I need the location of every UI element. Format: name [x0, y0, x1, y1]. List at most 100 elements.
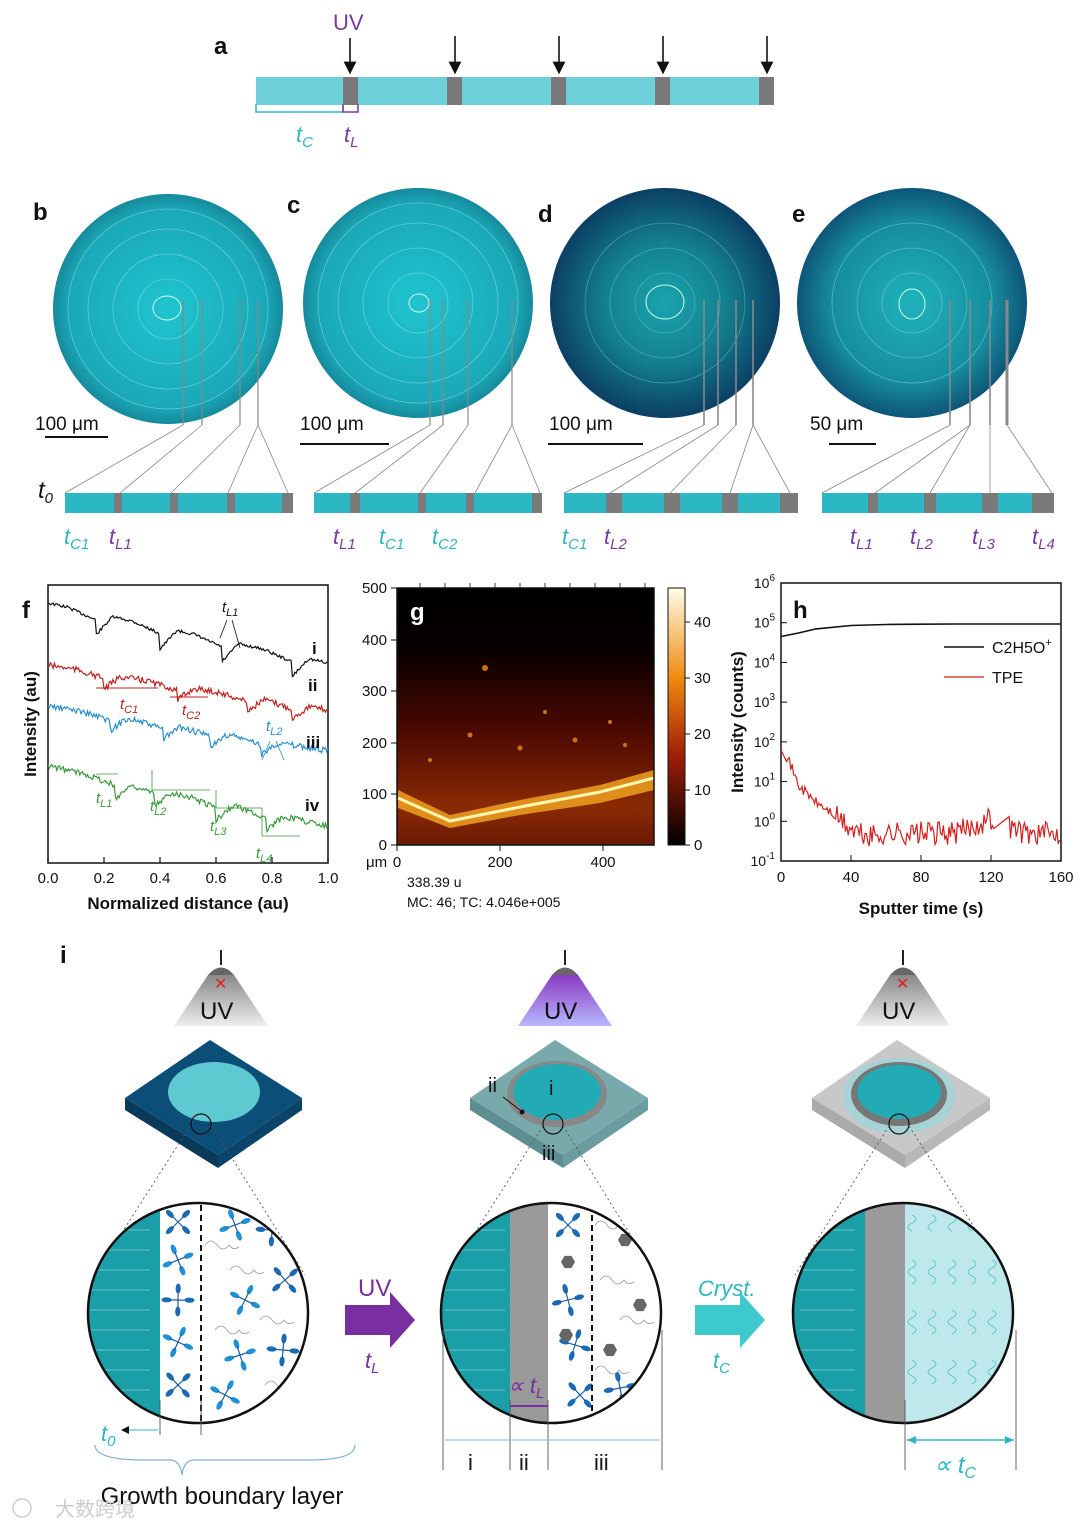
- panel-f: f 0.0 0.2 0.4 0.6 0.8 1.0 Normalized distanc…: [21, 584, 338, 913]
- svg-text:0: 0: [694, 837, 702, 854]
- svg-text:400: 400: [590, 854, 615, 871]
- tc-sub: C: [302, 134, 313, 151]
- svg-text:0: 0: [777, 869, 785, 886]
- g-hotspots: [428, 665, 627, 762]
- f-series-iii: [47, 703, 329, 758]
- scale-bar-d: 100 μm: [549, 414, 613, 435]
- svg-text:t0: t0: [38, 477, 54, 507]
- tl-label: t: [344, 122, 351, 147]
- svg-text:0.6: 0.6: [206, 870, 227, 887]
- f-ann-tl2: tL2: [266, 718, 282, 738]
- f-series-i: [47, 602, 329, 678]
- svg-text:✕: ✕: [214, 976, 227, 993]
- svg-text:iii: iii: [594, 1450, 609, 1475]
- film-1: [125, 1040, 302, 1168]
- svg-text:40: 40: [843, 869, 860, 886]
- panel-h: h 10-1 100 101 102 103 104 105 106 0 40 80 120 160…: [728, 573, 1074, 918]
- h-yticks: 10-1 100 101 102 103 104 105 106: [751, 573, 776, 869]
- f-ylabel: Intensity (au): [21, 671, 40, 777]
- magnified-circle-1: [86, 1201, 310, 1425]
- svg-text:iii: iii: [542, 1143, 555, 1165]
- h-xticks: 0 40 80 120 160: [777, 869, 1074, 886]
- f-series-iv: [47, 763, 329, 833]
- uv-segments: [343, 77, 774, 105]
- g-counts: MC: 46; TC: 4.046e+005: [407, 894, 561, 910]
- panel-label-b: b: [33, 199, 48, 226]
- svg-text:200: 200: [362, 735, 387, 752]
- svg-text:160: 160: [1048, 869, 1073, 886]
- svg-text:UV: UV: [882, 998, 915, 1025]
- f-xlabel: Normalized distance (au): [87, 894, 288, 913]
- g-top-ticks: [419, 583, 646, 588]
- svg-text:0.2: 0.2: [94, 870, 115, 887]
- svg-text:UV: UV: [200, 998, 233, 1025]
- svg-text:tL1: tL1: [96, 790, 112, 810]
- uv-lamp-3: ✕ UV: [856, 950, 950, 1026]
- f-label-iii: iii: [306, 733, 320, 752]
- svg-text:tL4: tL4: [256, 845, 272, 865]
- svg-text:30: 30: [694, 670, 711, 687]
- label-c-tc1: tC1: [379, 524, 404, 553]
- label-e-tl4: tL4: [1032, 524, 1055, 553]
- h-ytick-5: 104: [754, 652, 776, 670]
- svg-text:ii: ii: [488, 1075, 497, 1097]
- g-yticks: 0 100 200 300 400 500: [362, 580, 387, 854]
- uv-arrows: [343, 36, 774, 75]
- svg-text:300: 300: [362, 683, 387, 700]
- g-xunit: μm: [366, 854, 387, 871]
- label-b-tc1: tC1: [64, 524, 89, 553]
- svg-text:✕: ✕: [896, 976, 909, 993]
- label-b-tl1: tL1: [109, 524, 132, 553]
- g-xticks: 0 200 400: [393, 854, 616, 871]
- magnified-circle-2: ∝ tL: [439, 1201, 663, 1425]
- svg-text:10: 10: [694, 782, 711, 799]
- label-e-tl1: tL1: [850, 524, 873, 553]
- h-xlabel: Sputter time (s): [859, 899, 984, 918]
- magnified-circle-3: [791, 1201, 1015, 1425]
- svg-text:UV: UV: [358, 1275, 391, 1302]
- panel-label-f: f: [22, 597, 31, 624]
- label-e-tl2: tL2: [910, 524, 933, 553]
- svg-text:500: 500: [362, 580, 387, 597]
- g-colorbar: [667, 587, 686, 846]
- h-series-c2h5o: [780, 623, 1061, 638]
- label-e-tl3: tL3: [972, 524, 995, 553]
- scale-bar-c: 100 μm: [300, 414, 364, 435]
- t0-sub: 0: [45, 490, 54, 507]
- svg-text:g: g: [410, 599, 425, 626]
- scale-bar-b: 100 μm: [35, 414, 99, 435]
- h-ytick-0: 10-1: [751, 851, 776, 869]
- arrow-uv: UV tL: [345, 1275, 415, 1377]
- label-c-tc2: tC2: [432, 524, 458, 553]
- panel-label-h: h: [793, 597, 808, 624]
- svg-text:tC: tC: [713, 1348, 730, 1377]
- svg-text:0.4: 0.4: [150, 870, 171, 887]
- h-ytick-1: 100: [754, 811, 776, 829]
- svg-text:20: 20: [694, 726, 711, 743]
- uv-lamp-1: ✕ UV: [174, 950, 268, 1026]
- f-label-i: i: [312, 639, 317, 658]
- svg-text:80: 80: [913, 869, 930, 886]
- label-d-tl2: tL2: [604, 524, 627, 553]
- g-cbticks: 0 10 20 30 40: [694, 614, 711, 854]
- h-ytick-6: 105: [754, 613, 776, 631]
- label-c-tl1: tL1: [333, 524, 356, 553]
- f-ann-tl1: tL1: [222, 599, 238, 619]
- spherulite-b: [53, 194, 283, 424]
- svg-text:ii: ii: [519, 1450, 529, 1475]
- h-series-tpe: [780, 750, 1061, 847]
- svg-text:40: 40: [694, 614, 711, 631]
- tc-label: t: [296, 122, 303, 147]
- svg-text:tL2: tL2: [150, 798, 166, 818]
- svg-text:∝ tL: ∝ tL: [508, 1373, 544, 1402]
- molecules-2: [551, 1212, 655, 1408]
- uv-label: UV: [333, 10, 364, 35]
- h-legend-tpe: TPE: [992, 670, 1023, 687]
- g-mass: 338.39 u: [407, 874, 462, 890]
- f-label-ii: ii: [308, 676, 317, 695]
- watermark: 大数跨境: [55, 1498, 135, 1521]
- svg-text:i: i: [549, 1078, 553, 1100]
- panel-label-e: e: [792, 201, 805, 228]
- svg-text:UV: UV: [544, 998, 577, 1025]
